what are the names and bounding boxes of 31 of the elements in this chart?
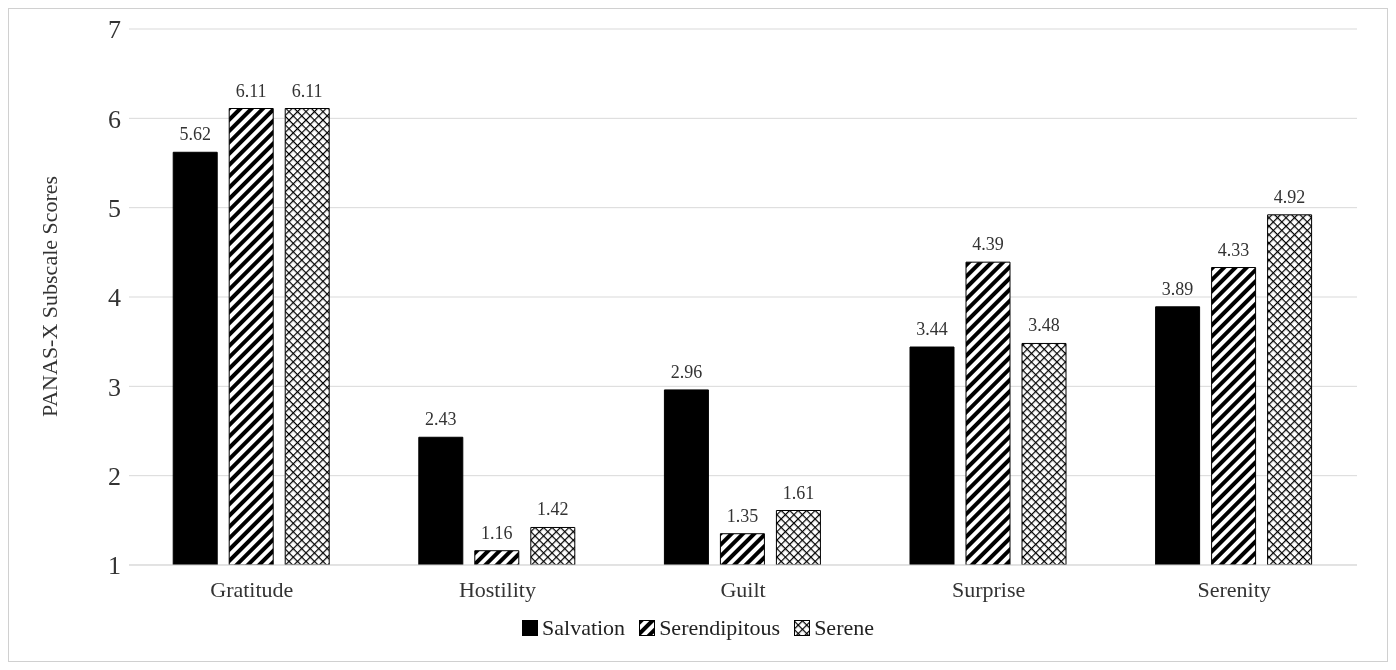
data-label: 4.92 bbox=[1273, 186, 1306, 207]
y-tick-label: 2 bbox=[108, 461, 121, 491]
legend-label: Serene bbox=[813, 615, 874, 641]
data-label: 3.89 bbox=[1161, 278, 1194, 299]
x-tick-label: Surprise bbox=[951, 576, 1026, 602]
x-tick-label: Guilt bbox=[720, 576, 766, 602]
data-label: 3.48 bbox=[1028, 315, 1060, 336]
data-label: 2.96 bbox=[670, 361, 703, 382]
data-label: 4.39 bbox=[972, 234, 1004, 255]
data-label: 1.35 bbox=[726, 505, 759, 526]
y-tick-label: 1 bbox=[108, 551, 121, 581]
data-label: 3.44 bbox=[916, 319, 948, 340]
y-tick-label: 5 bbox=[108, 193, 121, 223]
data-label: 4.33 bbox=[1217, 239, 1250, 260]
legend-label: Salvation bbox=[541, 615, 626, 641]
y-tick-label: 4 bbox=[108, 283, 121, 313]
x-tick-label: Gratitude bbox=[210, 576, 294, 602]
data-label: 2.43 bbox=[425, 409, 457, 430]
legend-label: Serendipitous bbox=[658, 615, 781, 641]
x-tick-label: Hostility bbox=[458, 576, 536, 602]
data-label: 5.62 bbox=[179, 124, 211, 145]
data-label: 6.11 bbox=[235, 80, 267, 101]
y-tick-label: 7 bbox=[108, 15, 121, 45]
data-label: 6.11 bbox=[291, 80, 323, 101]
y-axis-title: PANAS-X Subscale Scores bbox=[36, 175, 62, 417]
y-tick-label: 3 bbox=[108, 372, 121, 402]
x-tick-label: Serenity bbox=[1197, 576, 1271, 602]
data-label: 1.61 bbox=[782, 482, 815, 503]
data-label: 1.42 bbox=[537, 499, 569, 520]
data-label: 1.16 bbox=[481, 522, 513, 543]
y-tick-label: 6 bbox=[108, 104, 121, 134]
